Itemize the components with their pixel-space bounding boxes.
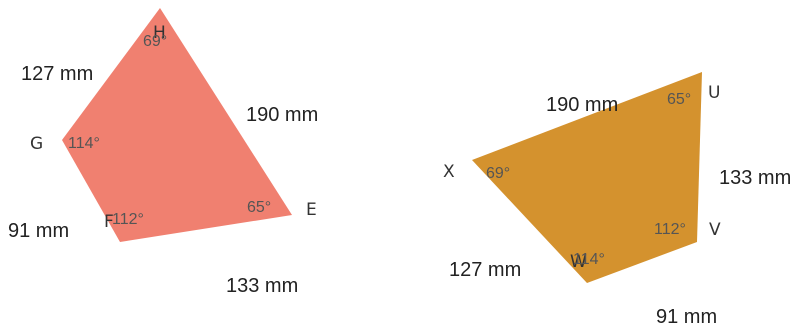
vertex-label-v: V xyxy=(709,220,721,240)
side-label-gh: 127 mm xyxy=(21,63,93,85)
vertex-label-g: G xyxy=(30,134,43,154)
angle-label-u: 65° xyxy=(667,91,691,108)
vertex-label-e: E xyxy=(306,200,317,220)
quadrilateral-uvwx-fill xyxy=(472,72,702,283)
side-label-xu: 190 mm xyxy=(546,94,618,116)
angle-label-g: 114° xyxy=(68,135,100,152)
angle-label-f: 112° xyxy=(112,211,144,228)
side-label-vw: 91 mm xyxy=(656,306,717,328)
quadrilateral-hefg: H E F G 69° 65° 112° 114° 127 mm 190 mm … xyxy=(8,8,318,297)
vertex-label-x: X xyxy=(443,162,455,182)
quadrilateral-uvwx: U V W X 65° 112° 114° 69° 190 mm 133 mm … xyxy=(443,72,791,328)
side-label-wx: 127 mm xyxy=(449,259,521,281)
quadrilateral-hefg-fill xyxy=(62,8,292,242)
side-label-ef: 133 mm xyxy=(226,275,298,297)
vertex-label-u: U xyxy=(708,83,720,103)
vertex-label-f: F xyxy=(104,212,114,232)
angle-label-e: 65° xyxy=(247,199,271,216)
angle-label-x: 69° xyxy=(486,165,510,182)
vertex-label-h: H xyxy=(153,23,166,43)
vertex-label-w: W xyxy=(570,252,587,272)
side-label-he: 190 mm xyxy=(246,104,318,126)
angle-label-w: 114° xyxy=(573,251,605,268)
side-label-fg: 91 mm xyxy=(8,220,69,242)
angle-label-v: 112° xyxy=(654,221,686,238)
angle-label-h: 69° xyxy=(143,33,167,50)
side-label-uv: 133 mm xyxy=(719,167,791,189)
